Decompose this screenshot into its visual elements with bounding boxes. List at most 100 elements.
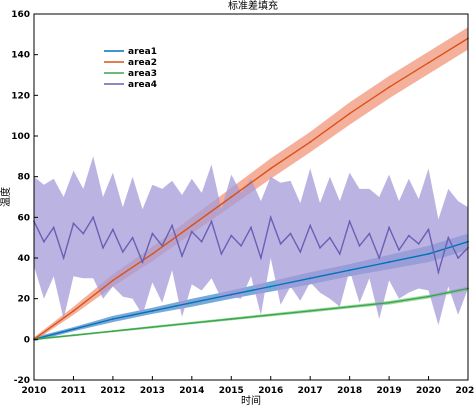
point-area1: [427, 253, 430, 255]
y-tick-label: 40: [17, 254, 30, 264]
point-area3: [427, 295, 430, 298]
point-area4: [289, 232, 292, 235]
point-area2: [72, 310, 75, 312]
point-area2: [388, 86, 390, 89]
y-tick-label: 0: [24, 335, 30, 345]
point-area4: [299, 251, 302, 253]
x-tick-label: 2013: [140, 386, 165, 396]
point-area4: [220, 253, 223, 255]
x-axis: 2010 2011 2012 2013 2014 2015 2016 2017 2018 2019…: [21, 376, 474, 396]
point-area4: [378, 257, 381, 259]
point-area4: [447, 236, 450, 239]
y-tick-label: 60: [17, 213, 30, 223]
point-area4: [388, 226, 390, 229]
point-area4: [250, 226, 252, 229]
legend-label-area4: area4: [128, 80, 157, 90]
x-tick-label: 2016: [258, 386, 283, 396]
y-axis: -20 0 20 40 60 80 100 120 140 160: [11, 10, 38, 386]
point-area3: [190, 322, 193, 324]
y-tick-label: 160: [11, 10, 30, 20]
y-tick-label: 80: [17, 173, 30, 183]
point-area3: [151, 326, 154, 328]
point-area3: [269, 314, 272, 316]
x-tick-label: 2020: [416, 386, 441, 396]
y-tick-label: 20: [17, 295, 30, 305]
point-area4: [43, 240, 45, 243]
point-area2: [348, 112, 351, 115]
x-axis-title: 时间: [241, 394, 261, 406]
y-tick-label: 100: [11, 132, 30, 142]
point-area4: [210, 220, 213, 223]
point-area2: [230, 196, 233, 198]
point-area3: [348, 305, 351, 308]
point-area4: [200, 240, 203, 243]
point-area2: [309, 141, 312, 144]
series-lines: [33, 37, 469, 341]
point-area4: [260, 257, 262, 259]
point-area1: [112, 318, 114, 320]
point-area3: [388, 301, 390, 304]
point-area4: [62, 257, 65, 259]
point-area3: [112, 330, 114, 333]
point-area1: [230, 293, 233, 296]
point-area4: [368, 232, 371, 235]
legend-label-area2: area2: [128, 58, 157, 68]
y-tick-label: 140: [11, 51, 30, 61]
point-area4: [309, 224, 312, 227]
point-area4: [407, 234, 410, 237]
y-tick-label: 120: [11, 91, 30, 101]
x-tick-label: 2021: [455, 386, 474, 396]
point-area1: [72, 328, 75, 331]
point-area1: [269, 285, 272, 288]
point-area3: [230, 318, 233, 320]
point-area4: [230, 234, 233, 237]
legend-label-area1: area1: [128, 47, 157, 57]
plot-frame: [33, 13, 469, 381]
line-area3: [33, 287, 469, 340]
line-area1: [33, 241, 469, 340]
y-axis-title: 温度: [0, 187, 12, 207]
point-area4: [141, 261, 144, 263]
point-area4: [269, 216, 272, 219]
point-area4: [181, 255, 183, 257]
point-area4: [102, 246, 104, 249]
x-tick-label: 2019: [377, 386, 402, 396]
point-area4: [457, 257, 459, 259]
line-area2: [33, 37, 469, 340]
point-area2: [151, 253, 154, 255]
point-area4: [348, 220, 351, 223]
point-area3: [309, 310, 312, 312]
x-tick-label: 2012: [100, 386, 125, 396]
point-area4: [52, 226, 55, 229]
point-area1: [151, 310, 154, 312]
x-tick-label: 2015: [219, 386, 244, 396]
point-area1: [348, 269, 351, 272]
point-area4: [358, 244, 361, 247]
point-area4: [190, 230, 193, 233]
point-area4: [437, 271, 440, 274]
point-area4: [82, 232, 85, 235]
point-area4: [161, 244, 164, 247]
point-area4: [151, 232, 154, 235]
point-area4: [417, 242, 420, 245]
x-tick-label: 2010: [21, 386, 46, 396]
point-area1: [190, 301, 193, 304]
x-tick-label: 2018: [337, 386, 362, 396]
point-area2: [190, 224, 193, 227]
legend-label-area3: area3: [128, 69, 157, 79]
point-area4: [279, 242, 282, 245]
point-area4: [427, 228, 430, 231]
point-area3: [72, 334, 75, 337]
point-area4: [329, 236, 331, 239]
point-area2: [112, 279, 114, 282]
point-area4: [338, 253, 341, 255]
point-area4: [171, 224, 174, 227]
x-tick-label: 2011: [61, 386, 86, 396]
point-area4: [240, 244, 243, 247]
y-tick-label: -20: [14, 376, 30, 386]
point-area4: [121, 251, 124, 253]
point-area4: [72, 222, 75, 225]
band-area4: [34, 156, 468, 326]
